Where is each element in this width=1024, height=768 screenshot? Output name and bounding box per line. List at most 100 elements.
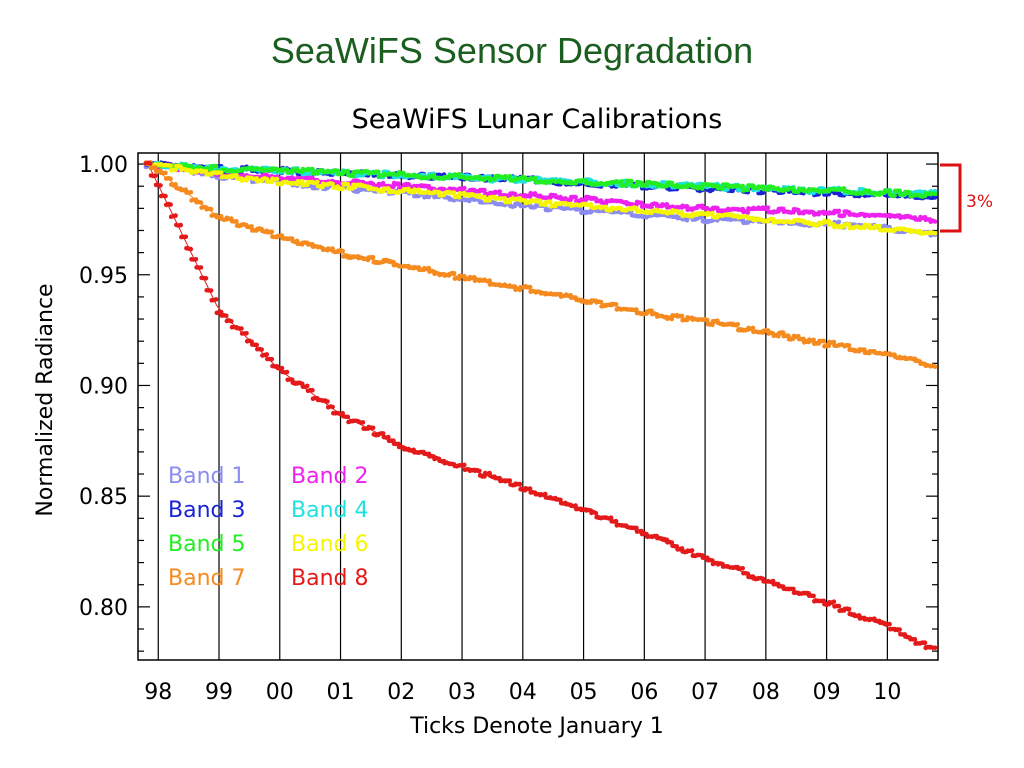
data-point bbox=[451, 190, 457, 195]
data-point bbox=[634, 525, 639, 531]
plot-frame bbox=[137, 152, 939, 661]
data-point bbox=[426, 265, 432, 271]
legend-entry-band-8: Band 8 bbox=[291, 566, 368, 591]
x-tick-label: 98 bbox=[144, 680, 172, 705]
data-point bbox=[821, 338, 826, 344]
data-point bbox=[578, 206, 583, 211]
data-point bbox=[497, 189, 503, 194]
data-point bbox=[198, 200, 204, 205]
data-point bbox=[153, 165, 158, 170]
data-point bbox=[345, 169, 351, 174]
series-band-8 bbox=[143, 160, 938, 651]
data-point bbox=[340, 248, 346, 254]
legend-entry-band-3: Band 3 bbox=[168, 498, 245, 523]
legend-entry-band-1: Band 1 bbox=[168, 464, 245, 489]
data-point bbox=[188, 190, 194, 195]
data-point bbox=[375, 169, 381, 175]
data-point bbox=[229, 319, 234, 324]
data-point bbox=[877, 223, 882, 229]
data-point bbox=[573, 503, 578, 508]
data-point bbox=[801, 336, 806, 342]
data-point bbox=[639, 200, 644, 206]
data-point bbox=[158, 183, 163, 188]
data-point bbox=[350, 186, 356, 191]
x-tick-label: 05 bbox=[570, 680, 598, 705]
data-point bbox=[507, 478, 513, 483]
data-point bbox=[629, 178, 634, 184]
x-tick-label: 08 bbox=[752, 680, 780, 705]
data-point bbox=[168, 176, 173, 181]
data-point bbox=[264, 352, 270, 357]
data-point bbox=[315, 179, 320, 185]
x-tick-label: 02 bbox=[387, 680, 415, 705]
data-point bbox=[618, 179, 624, 184]
data-point bbox=[740, 566, 745, 571]
data-point bbox=[831, 339, 837, 345]
data-point bbox=[350, 173, 356, 179]
x-tick-label: 03 bbox=[448, 680, 476, 705]
data-point bbox=[613, 518, 619, 524]
data-point bbox=[234, 219, 239, 224]
data-point bbox=[224, 313, 229, 319]
y-axis: 1.00 0.95 0.90 0.85 0.80 bbox=[79, 153, 938, 652]
data-point bbox=[213, 163, 219, 169]
data-point bbox=[573, 194, 578, 200]
data-point bbox=[153, 173, 158, 178]
x-tick-label: 01 bbox=[327, 680, 355, 705]
data-point bbox=[168, 163, 173, 168]
data-point bbox=[684, 217, 690, 223]
data-point bbox=[188, 246, 194, 252]
data-point bbox=[780, 330, 786, 335]
data-point bbox=[148, 161, 153, 166]
x-tick-label: 04 bbox=[509, 680, 537, 705]
data-point bbox=[173, 167, 178, 172]
x-tick-label: 99 bbox=[205, 680, 233, 705]
fit-line-band-8 bbox=[147, 163, 934, 650]
legend-entry-band-7: Band 7 bbox=[168, 566, 245, 591]
data-point bbox=[370, 254, 376, 260]
fit-lines bbox=[147, 163, 934, 650]
data-point bbox=[269, 229, 275, 235]
data-point bbox=[745, 210, 751, 215]
data-point bbox=[811, 593, 816, 599]
legend-entry-band-4: Band 4 bbox=[291, 498, 368, 523]
chart-title: SeaWiFS Lunar Calibrations bbox=[352, 104, 723, 135]
data-point bbox=[208, 206, 214, 212]
legend: Band 1 Band 2 Band 3 Band 4 Band 5 Band 6 Band… bbox=[168, 464, 368, 591]
data-point bbox=[193, 257, 199, 262]
data-point bbox=[259, 347, 265, 352]
data-point bbox=[482, 187, 487, 193]
data-point bbox=[826, 343, 832, 349]
data-point bbox=[527, 486, 533, 491]
data-point bbox=[669, 316, 675, 322]
data-point bbox=[836, 208, 842, 214]
data-point bbox=[836, 219, 842, 225]
data-point bbox=[548, 199, 553, 204]
x-tick-label: 10 bbox=[873, 680, 901, 705]
data-point bbox=[310, 387, 315, 393]
data-point bbox=[760, 190, 766, 195]
data-point bbox=[462, 185, 467, 191]
data-point bbox=[380, 431, 386, 436]
legend-entry-band-2: Band 2 bbox=[291, 464, 368, 489]
data-point bbox=[532, 175, 538, 181]
data-point bbox=[720, 186, 725, 191]
x-tick-label: 06 bbox=[630, 680, 658, 705]
x-tick-label: 07 bbox=[691, 680, 719, 705]
degradation-bracket: 3% bbox=[940, 163, 993, 233]
y-tick-label: 0.85 bbox=[79, 485, 128, 510]
data-point bbox=[735, 322, 740, 327]
data-point bbox=[330, 181, 335, 187]
legend-entry-band-5: Band 5 bbox=[168, 532, 245, 557]
data-point bbox=[482, 194, 487, 200]
data-point bbox=[831, 599, 837, 604]
data-point bbox=[325, 399, 330, 404]
data-point bbox=[284, 369, 290, 375]
slide-title: SeaWiFS Sensor Degradation bbox=[270, 30, 754, 71]
legend-entry-band-6: Band 6 bbox=[291, 532, 368, 557]
data-point bbox=[598, 299, 604, 305]
data-point bbox=[932, 364, 938, 370]
data-point bbox=[239, 326, 244, 331]
data-point bbox=[249, 224, 254, 229]
